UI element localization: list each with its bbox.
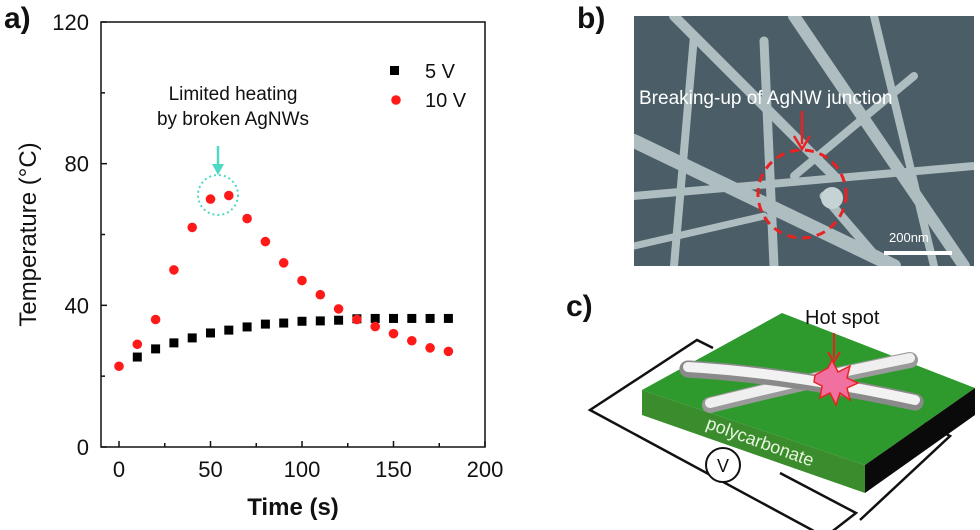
legend-label-5v: 5 V: [425, 61, 456, 83]
data-point-10v: [425, 343, 435, 353]
legend-marker-10v: [391, 95, 401, 105]
data-point-10v: [297, 275, 307, 286]
voltage-source-icon: [705, 447, 741, 483]
data-point-10v: [443, 346, 454, 357]
data-point-5v: [242, 322, 252, 332]
data-point-10v: [278, 258, 289, 268]
data-point-10v: [352, 314, 362, 325]
y-tick-label: 40: [65, 293, 89, 318]
data-point-5v: [425, 313, 435, 323]
data-point-10v: [114, 361, 124, 372]
annotation-circle: [197, 174, 239, 216]
data-point-10v: [169, 265, 179, 275]
data-point-5v: [279, 318, 289, 328]
x-tick-label: 150: [375, 457, 412, 482]
data-point-5v: [260, 319, 270, 329]
x-tick-label: 50: [198, 457, 222, 482]
data-point-5v: [187, 333, 197, 343]
sem-image: Breaking-up of AgNW junction 200nm: [634, 16, 974, 266]
data-point-10v: [333, 304, 344, 314]
x-tick-label: 0: [113, 457, 125, 482]
y-tick-label: 80: [65, 152, 89, 177]
data-point-10v: [187, 222, 197, 233]
x-tick-label: 100: [284, 457, 321, 482]
sem-annotation: Breaking-up of AgNW junction: [639, 88, 892, 109]
data-point-10v: [242, 213, 252, 224]
y-tick-label: 0: [77, 435, 89, 460]
voltage-source-symbol: V: [717, 456, 729, 476]
data-point-10v: [132, 339, 143, 350]
data-point-5v: [132, 352, 142, 362]
data-point-10v: [260, 236, 271, 247]
data-point-5v: [407, 313, 417, 323]
hotspot-label: Hot spot: [805, 307, 880, 329]
scale-bar: [884, 251, 952, 255]
panel-label-b: b): [577, 2, 606, 35]
legend-marker-5v: [390, 66, 399, 75]
temperature-chart: 0 40 80 120 0 50 100 150 200 Time (s) Temperature …: [15, 10, 504, 521]
data-point-10v: [315, 289, 326, 300]
annotation-line-1: Limited heating: [169, 84, 298, 105]
data-point-5v: [297, 316, 307, 326]
x-tick-label: 200: [467, 457, 504, 482]
data-point-10v: [370, 321, 381, 332]
y-tick-label: 120: [52, 10, 89, 35]
data-point-10v: [388, 328, 399, 339]
data-point-10v: [205, 194, 216, 204]
scale-bar-label: 200nm: [889, 230, 929, 245]
hotspot-burst: [813, 358, 860, 407]
data-point-5v: [389, 313, 398, 323]
hotspot-schematic: Hot spot polycarbonate V: [587, 307, 975, 530]
panel-label-c: c): [566, 290, 593, 323]
data-point-5v: [370, 313, 380, 323]
data-point-10v: [150, 314, 161, 325]
data-point-5v: [151, 344, 161, 354]
data-point-5v: [169, 338, 179, 348]
x-axis-label: Time (s): [247, 494, 339, 521]
data-point-5v: [443, 313, 453, 323]
data-point-5v: [334, 315, 344, 325]
data-point-5v: [315, 316, 325, 326]
data-point-5v: [206, 328, 215, 338]
data-point-10v: [224, 190, 234, 201]
data-point-5v: [224, 325, 234, 335]
data-point-10v: [407, 335, 417, 346]
panel-label-a: a): [4, 2, 31, 35]
legend-label-10v: 10 V: [425, 90, 467, 112]
y-axis-label: Temperature (°C): [15, 142, 42, 326]
annotation-line-2: by broken AgNWs: [157, 109, 309, 130]
